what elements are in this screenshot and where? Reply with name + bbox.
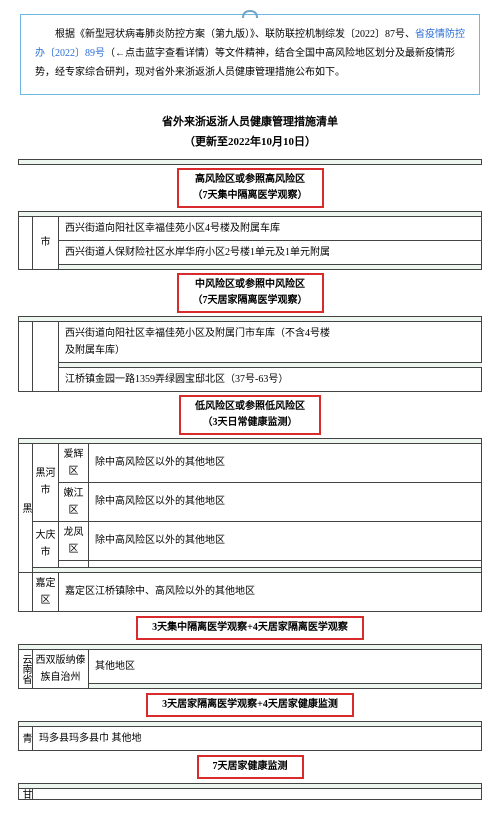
category-7day-home: 7天居家健康监测: [197, 755, 304, 779]
area-row: 玛多县玛多县巾 其他地: [33, 726, 482, 750]
area-row: 除中高风险区以外的其他地区: [89, 521, 482, 560]
area-row: 除中高风险区以外的其他地区: [89, 482, 482, 521]
province-spine-blank: [19, 572, 33, 611]
city-daqing: 大庆市: [33, 521, 59, 567]
district-jiading: 嘉定区: [33, 572, 59, 611]
district-nenjiang: 嫩江区: [59, 482, 89, 521]
category-high-risk: 高风险区或参照高风险区（7天集中隔离医学观察）: [177, 168, 324, 208]
area-row: 除中高风险区以外的其他地区: [89, 443, 482, 482]
district-longfeng: 龙凤区: [59, 521, 89, 560]
area-row: 西兴街道向阳社区幸福佳苑小区4号楼及附属车库: [59, 216, 482, 240]
prefecture-xsbn: 西双版纳傣族自治州: [33, 649, 89, 688]
category-3plus4-home: 3天居家隔离医学观察+4天居家健康监测: [146, 693, 354, 717]
district-aihui: 爱辉区: [59, 443, 89, 482]
province-qing: 青: [19, 726, 33, 750]
city-label-1: 市: [33, 216, 59, 269]
area-row: 西兴街道向阳社区幸福佳苑小区及附属门市车库（不含4号楼及附属车库）: [59, 321, 482, 362]
title-line-2: （更新至2022年10月10日）: [18, 133, 482, 153]
province-gan: 甘: [19, 788, 33, 799]
city-label-2: [33, 321, 59, 391]
category-3plus4-centralized: 3天集中隔离医学观察+4天居家隔离医学观察: [136, 616, 364, 640]
area-row: 其他地区: [89, 649, 482, 683]
province-spine-2: [19, 321, 33, 391]
category-medium-risk: 中风险区或参照中风险区（7天居家隔离医学观察）: [177, 273, 324, 313]
title-line-1: 省外来浙返浙人员健康管理措施清单: [18, 113, 482, 133]
province-yunnan: 云南省: [19, 649, 33, 688]
measures-table: 高风险区或参照高风险区（7天集中隔离医学观察） 市 西兴街道向阳社区幸福佳苑小区…: [18, 159, 482, 800]
province-spine-hei: 黑: [19, 443, 33, 572]
intro-text-prefix: 根据《新型冠状病毒肺炎防控方案（第九版）》、联防联控机制综发〔2022〕87号、: [55, 29, 415, 40]
province-spine-1: [19, 216, 33, 269]
city-heihe: 黑河市: [33, 443, 59, 521]
document-title: 省外来浙返浙人员健康管理措施清单 （更新至2022年10月10日）: [18, 113, 482, 153]
paperclip-icon: [239, 9, 261, 19]
intro-info-box: 根据《新型冠状病毒肺炎防控方案（第九版）》、联防联控机制综发〔2022〕87号、…: [20, 14, 480, 95]
area-row: 西兴街道人保财险社区水岸华府小区2号楼1单元及1单元附属: [59, 240, 482, 264]
area-row: 江桥镇金园一路1359弄绿圆宝邸北区（37号-63号）: [59, 367, 482, 391]
area-row: 嘉定区江桥镇除中、高风险以外的其他地区: [59, 572, 482, 611]
category-low-risk: 低风险区或参照低风险区（3天日常健康监测）: [179, 395, 321, 435]
